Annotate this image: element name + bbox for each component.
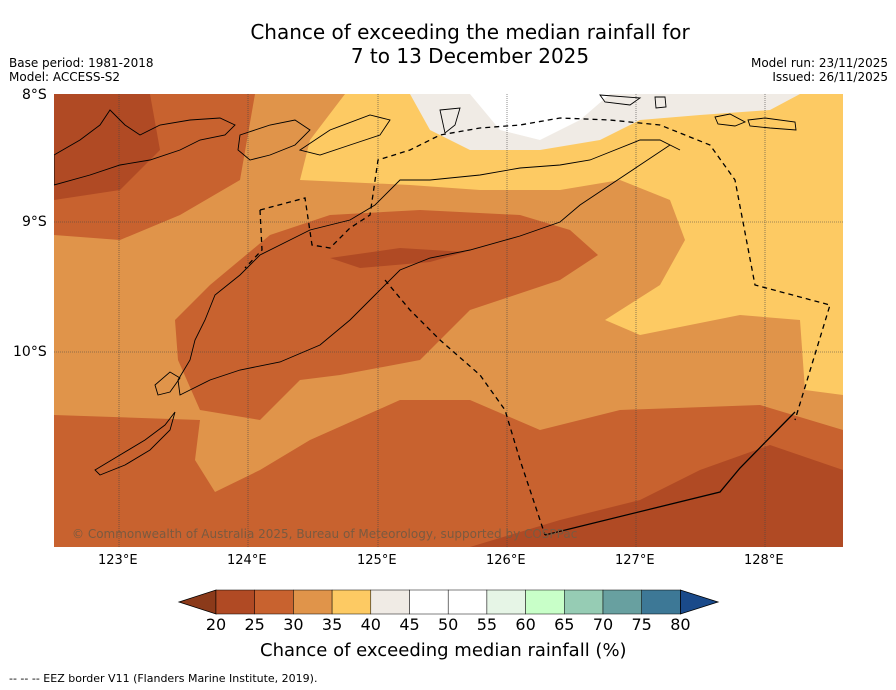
lat-label-10s: 10°S: [13, 344, 47, 360]
small-island-1: [654, 96, 667, 109]
graticule: [54, 94, 843, 547]
colorbar-tick-label: 75: [631, 615, 652, 634]
colorbar-box: [331, 589, 372, 615]
colorbar-box: [370, 589, 410, 615]
rote-coast: [94, 411, 176, 476]
small-island-2: [714, 113, 747, 127]
colorbar-box: [293, 589, 333, 615]
colorbar-box: [486, 589, 526, 615]
title-line-2: 7 to 13 December 2025: [350, 44, 590, 68]
region-north-yellow: [300, 94, 843, 395]
lon-label-123e: 123°E: [98, 553, 138, 568]
issued-text: Issued: 26/11/2025: [772, 70, 888, 84]
eez-border: [244, 117, 831, 536]
colorbar-box: [602, 589, 642, 615]
footer-legend: -- -- -- EEZ border V11 (Flanders Marine…: [9, 672, 318, 685]
copyright-text: © Commonwealth of Australia 2025, Bureau…: [72, 527, 578, 541]
colorbar-tick-label: 30: [283, 615, 304, 634]
ende-coast: [439, 107, 461, 134]
model-text: Model: ACCESS-S2: [9, 70, 121, 84]
region-central-orange: [175, 210, 598, 420]
colorbar-box: [447, 589, 488, 615]
lat-label-9s: 9°S: [22, 214, 47, 230]
colorbar-arrow-high: [680, 589, 720, 615]
meta-left: Base period: 1981-2018 Model: ACCESS-S2: [9, 56, 154, 84]
colorbar-tick-label: 65: [554, 615, 575, 634]
region-north-white: [470, 94, 610, 140]
rainfall-map: [54, 94, 843, 547]
colorbar-tick-label: 25: [244, 615, 265, 634]
meta-right: Model run: 23/11/2025 Issued: 26/11/2025: [751, 56, 888, 84]
region-nw-dark: [54, 94, 160, 200]
colorbar-box: [641, 589, 681, 615]
timor-coast: [177, 139, 681, 396]
northern-islands-coast: [298, 114, 391, 156]
model-run-text: Model run: 23/11/2025: [750, 56, 888, 70]
lon-label-127e: 127°E: [615, 553, 655, 568]
colorbar-box: [564, 589, 604, 615]
flores-coast: [54, 109, 236, 186]
chart-title: Chance of exceeding the median rainfall …: [0, 20, 896, 68]
alor-coast: [237, 119, 311, 161]
coastlines: [54, 94, 797, 476]
savu-coast: [154, 371, 181, 396]
colorbar-arrow-low: [177, 589, 217, 615]
wetar-coast: [599, 94, 642, 106]
colorbar-tick-label: 80: [670, 615, 691, 634]
lon-label-124e: 124°E: [227, 553, 267, 568]
region-se-dark: [470, 445, 843, 547]
colorbar-box: [525, 589, 565, 615]
lon-label-125e: 125°E: [357, 553, 397, 568]
lon-label-128e: 128°E: [744, 553, 784, 568]
colorbar-tick-label: 40: [360, 615, 381, 634]
base-period-text: Base period: 1981-2018: [9, 56, 154, 70]
colorbar-tick-label: 20: [205, 615, 227, 634]
small-island-3: [747, 117, 797, 131]
colorbar-tick-label: 45: [399, 615, 420, 634]
timor-sea-border: [544, 411, 796, 536]
title-line-1: Chance of exceeding the median rainfall …: [250, 20, 690, 44]
lat-label-8s: 8°S: [22, 87, 47, 103]
colorbar-label: Chance of exceeding median rainfall (%): [260, 640, 627, 661]
colorbar-box: [215, 589, 255, 615]
colorbar-tick-label: 55: [476, 615, 498, 634]
lon-label-126e: 126°E: [486, 553, 526, 568]
region-central-dark: [330, 248, 465, 268]
colorbar-tick-label: 70: [592, 615, 614, 634]
colorbar-tick-label: 50: [438, 615, 459, 634]
colorbar-box: [254, 589, 294, 615]
colorbar-tick-label: 35: [321, 615, 343, 634]
colorbar-tick-label: 60: [515, 615, 536, 634]
colorbar-box: [409, 589, 449, 615]
